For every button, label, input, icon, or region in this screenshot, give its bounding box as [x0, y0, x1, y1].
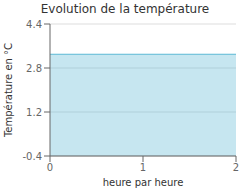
svg-text:1: 1 — [140, 162, 146, 173]
svg-text:2: 2 — [233, 162, 239, 173]
svg-text:0: 0 — [47, 162, 53, 173]
svg-text:heure par heure: heure par heure — [103, 177, 184, 188]
svg-text:1.2: 1.2 — [26, 107, 42, 118]
html-text:Evolution de la température: Evolution de la température — [40, 2, 210, 16]
svg-text:Température en °C: Température en °C — [3, 43, 14, 138]
svg-text:-0.4: -0.4 — [22, 151, 42, 162]
svg-text:4.4: 4.4 — [26, 19, 42, 30]
svg-text:2.8: 2.8 — [26, 63, 42, 74]
